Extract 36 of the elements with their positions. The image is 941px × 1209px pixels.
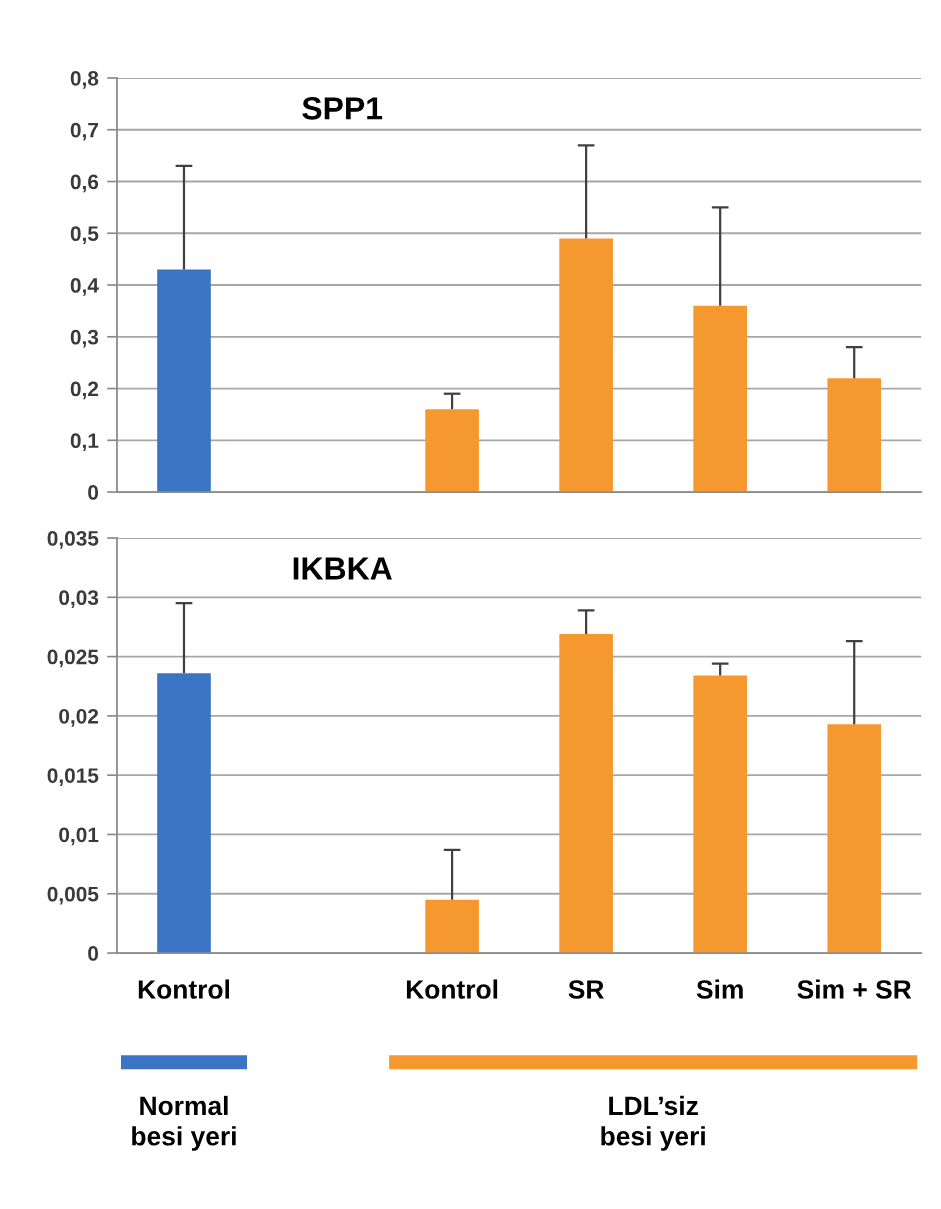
y-tick-label: 0,035 [47,531,99,549]
y-tick-label: 0,02 [59,708,99,727]
y-tick-label: 0,005 [47,886,99,905]
x-tick-label: Sim + SR [797,979,912,999]
x-tick-label: Kontrol [406,979,498,999]
text: LDL’siz besi yeri [601,1095,705,1151]
y-tick-label: 0,015 [47,768,99,786]
bar [157,269,211,493]
y-tick-label: 0,01 [59,827,99,846]
y-tick-label: 0 [88,485,99,500]
chart-title: SPP1 [302,97,383,120]
bar [827,724,882,954]
x-tick-label: Kontrol [138,979,230,999]
y-tick-label: 0,2 [70,381,99,400]
bar [425,409,479,493]
bar [827,378,882,493]
chart-title: IKBKA [293,557,392,580]
y-tick-label: 0,6 [70,174,99,193]
x-tick-label: SR [568,980,604,999]
text: Normal besi yeri [132,1095,236,1151]
y-tick-label: 0,4 [70,278,99,296]
y-tick-label: 0,025 [47,649,99,668]
x-tick-label: Sim [696,979,743,999]
bar [157,673,211,954]
y-tick-label: 0,5 [70,226,99,245]
bar [559,238,613,493]
y-tick-label: 0 [88,946,99,961]
bar [559,634,613,954]
bar [693,675,747,954]
y-tick-label: 0,3 [70,329,99,348]
bar [693,305,747,493]
y-tick-label: 0,8 [70,70,99,89]
y-tick-label: 0,1 [70,433,99,452]
y-tick-label: 0,7 [70,122,98,141]
bar [425,899,479,954]
y-tick-label: 0,03 [59,590,99,609]
